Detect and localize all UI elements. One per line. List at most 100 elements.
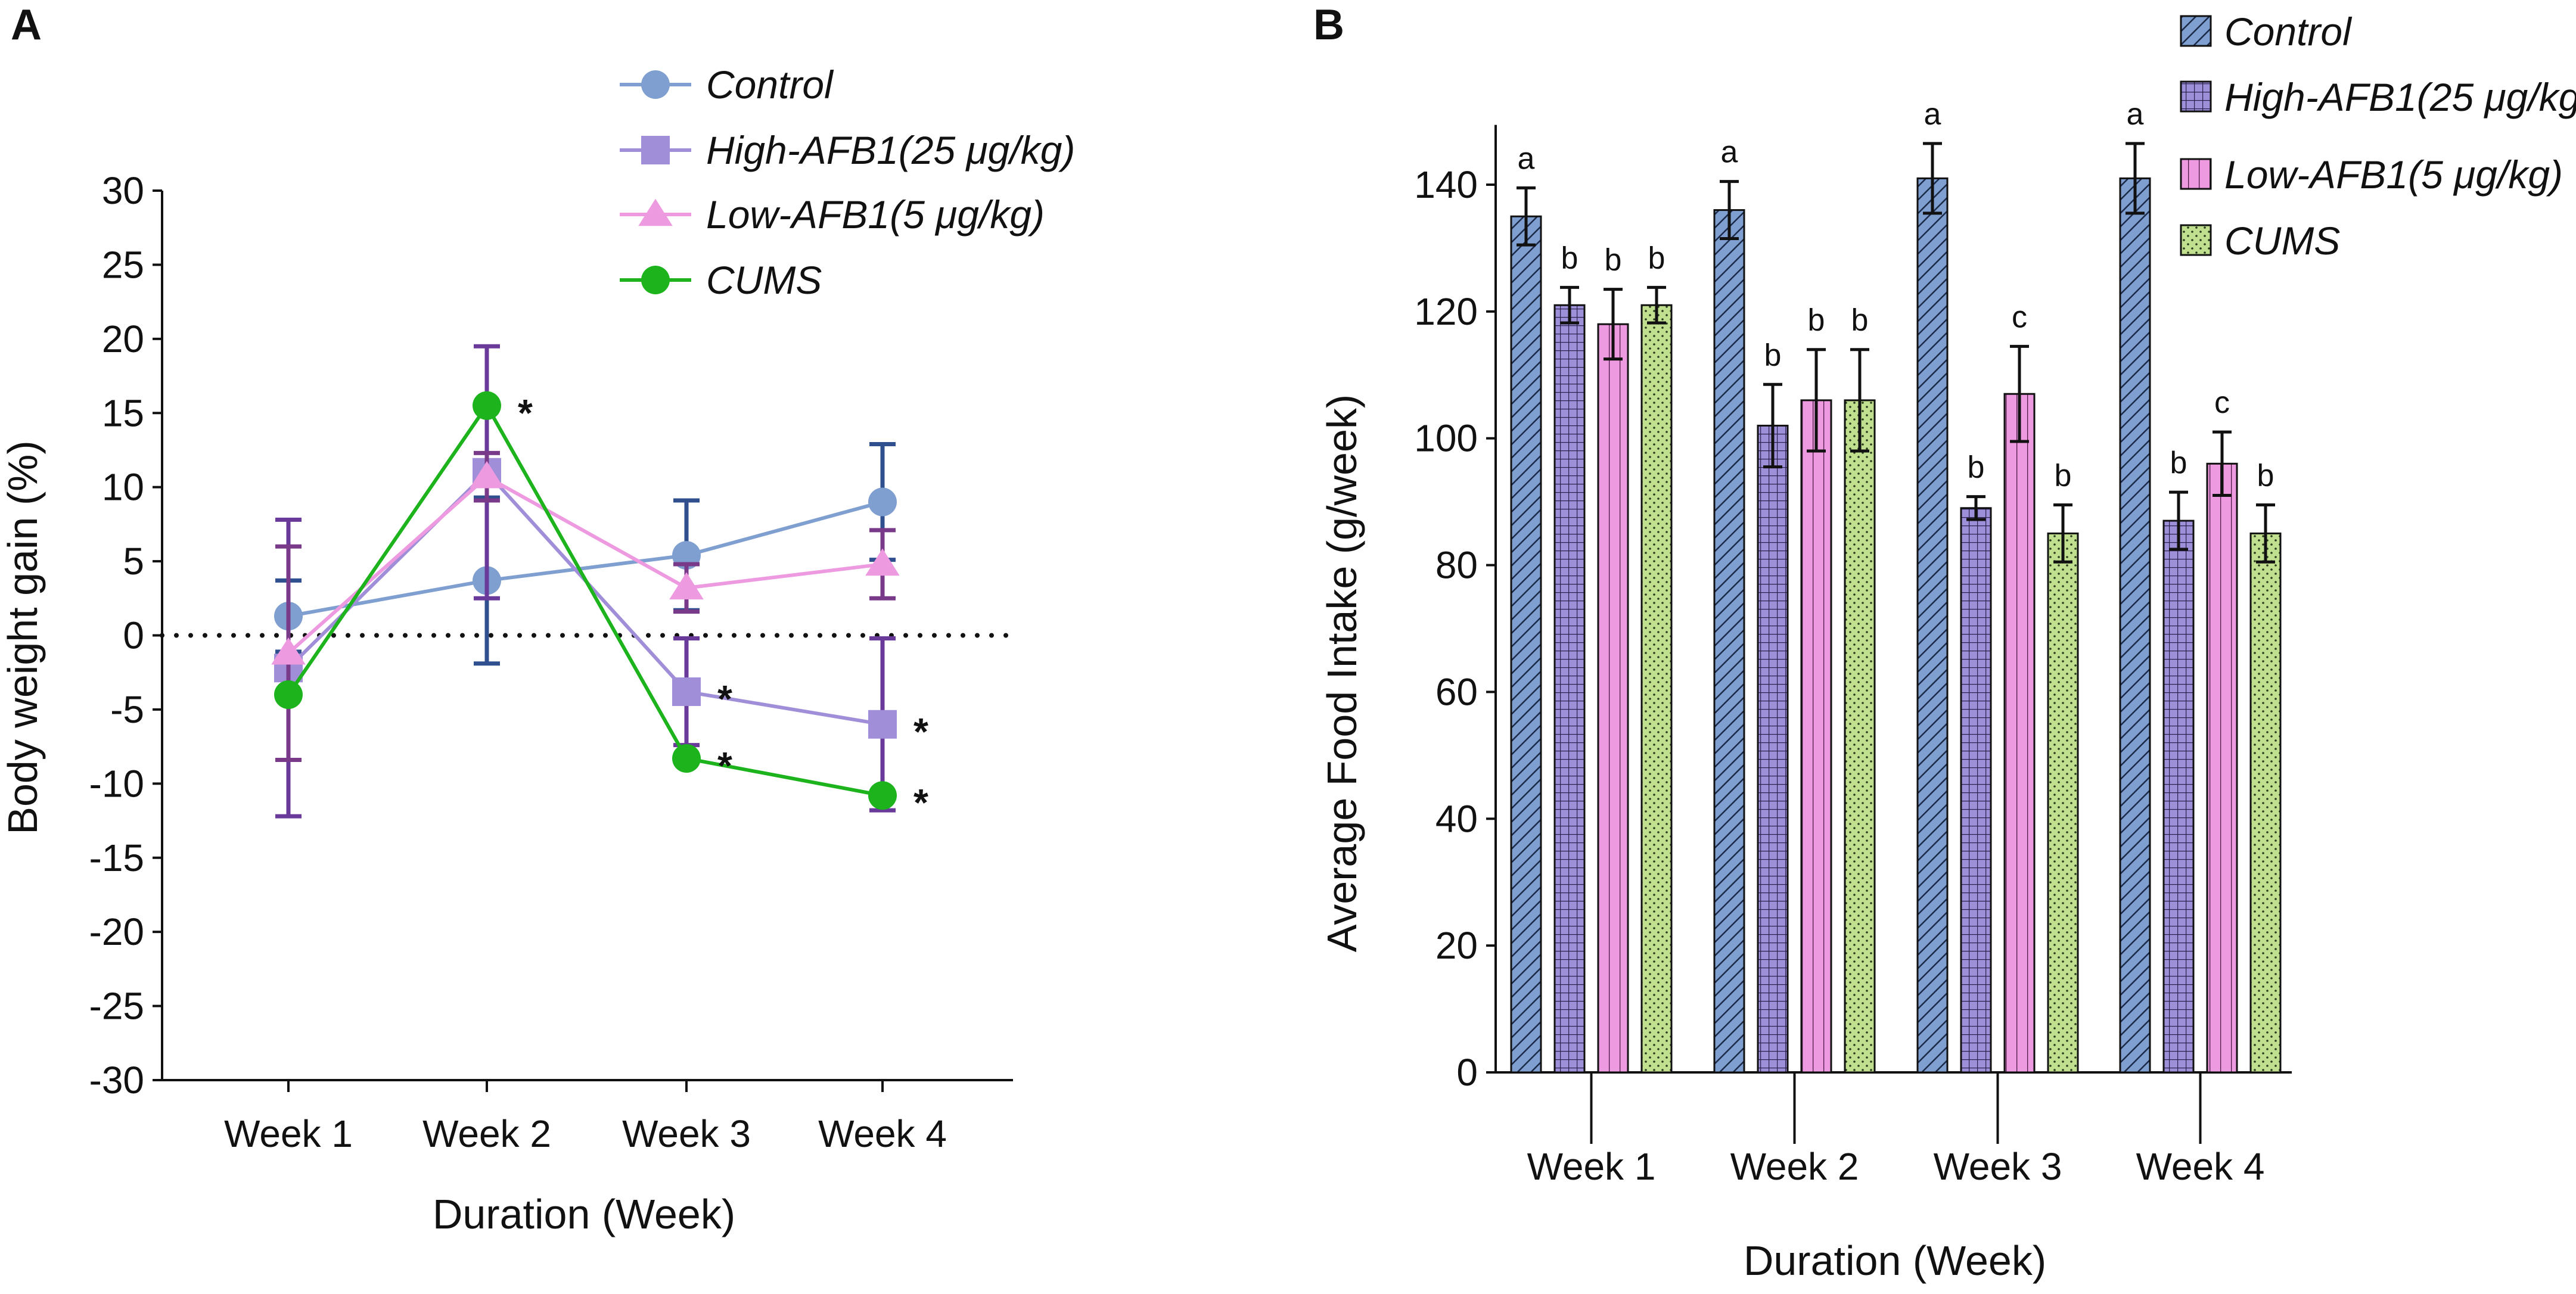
panel-b-bar-group-cums: b: [2047, 458, 2079, 1074]
panel-b-bar: [1960, 507, 1992, 1074]
panel-a-data-point: [271, 637, 306, 665]
panel-b-bar: [1844, 399, 1876, 1074]
panel-b-bar-group-cums: b: [2249, 458, 2282, 1074]
panel-a-significance-star: *: [913, 710, 928, 753]
panel-b-legend-label: CUMS: [2224, 219, 2340, 263]
panel-b-y-tick-label: 0: [1456, 1051, 1478, 1094]
panel-a-y-tick-label: 30: [102, 169, 144, 212]
panel-b-bar-group-control: a: [1510, 141, 1542, 1074]
panel-a-x-tick-label: Week 1: [224, 1112, 353, 1155]
panel-b-x-tick-label: Week 2: [1730, 1145, 1859, 1188]
panel-a-significance-star: *: [717, 744, 732, 787]
panel-b-x-tick-label: Week 3: [1934, 1145, 2062, 1188]
panel-b-significance-letter: b: [2170, 446, 2187, 480]
panel-b-bar: [2206, 462, 2238, 1074]
panel-a-legend-marker: [638, 198, 673, 226]
panel-a-label: A: [11, 1, 42, 49]
panel-a-line-low-afb1-5-g-kg: [287, 474, 883, 655]
panel-b-significance-letter: a: [1721, 135, 1738, 170]
panel-a-line-chart: 30 25 20 15 10 5 0 -5 -10 -15 -20 -25 -30 Week 1 Week …: [0, 63, 1075, 1237]
panel-a-y-tick-label: -15: [89, 836, 145, 879]
panel-a-y-tick-label: -10: [89, 762, 145, 805]
panel-b-significance-letter: b: [2055, 458, 2072, 493]
panel-b-bar-group-high-afb1-25-g-kg: b: [1553, 241, 1586, 1074]
panel-b-bar-group-high-afb1-25-g-kg: b: [1757, 338, 1789, 1074]
panel-a-y-tick-label: -30: [89, 1059, 145, 1102]
panel-a-legend-label: CUMS: [706, 258, 822, 302]
panel-b-bar-group-low-afb1-5-g-kg: b: [1800, 303, 1832, 1074]
panel-b-bar-group-high-afb1-25-g-kg: b: [2162, 446, 2195, 1074]
panel-a-y-tick-label: 0: [123, 614, 144, 657]
panel-b-label: B: [1313, 1, 1344, 49]
panel-b-bar-group-cums: b: [1640, 241, 1673, 1074]
panel-a-y-tick-label: -5: [110, 688, 144, 731]
panel-a-data-point: [470, 461, 504, 489]
panel-b-legend-item-low-afb1-5-g-kg: Low-AFB1(5 μg/kg): [2180, 153, 2563, 197]
panel-b-bar: [1553, 304, 1586, 1074]
panel-a-y-tick-label: 15: [102, 391, 144, 434]
panel-a-x-axis-title: Duration (Week): [433, 1191, 735, 1237]
panel-b-significance-letter: b: [1808, 303, 1825, 338]
panel-b-bar-group-control: a: [2119, 97, 2151, 1074]
panel-b-bar-group-low-afb1-5-g-kg: b: [1597, 243, 1629, 1074]
panel-b-significance-letter: b: [1764, 338, 1782, 372]
panel-b-significance-letter: b: [1851, 303, 1869, 338]
panel-a-y-axis-title: Body weight gain (%): [0, 440, 46, 834]
panel-a-data-point: [274, 680, 303, 710]
panel-a-legend-marker: [641, 266, 670, 294]
panel-b-x-axis-title: Duration (Week): [1744, 1237, 2046, 1284]
panel-a-legend-marker: [641, 136, 670, 164]
panel-a-y-tick-label: -25: [89, 985, 145, 1028]
panel-b-bar-group-control: a: [1916, 97, 1949, 1074]
panel-b-bar: [2249, 532, 2282, 1074]
panel-b-legend-label: High-AFB1(25 μg/kg): [2224, 75, 2576, 119]
panel-b-significance-letter: c: [2012, 300, 2027, 334]
panel-b-significance-letter: b: [1648, 241, 1665, 275]
panel-a-y-tick-label: 20: [102, 318, 144, 360]
panel-b-bar: [1713, 209, 1745, 1074]
panel-b-significance-letter: c: [2214, 385, 2230, 420]
panel-a-line-cums: [287, 402, 883, 798]
panel-b-bar-group-cums: b: [1844, 303, 1876, 1074]
panel-b-legend-label: Low-AFB1(5 μg/kg): [2224, 153, 2563, 197]
panel-b-bar-chart: 0 20 40 60 80 100 120 140 Week 1 Week 2 Week 3 Week…: [1319, 10, 2576, 1284]
panel-a-data-point: [865, 548, 900, 576]
panel-b-significance-letter: b: [1968, 450, 1985, 485]
panel-b-x-tick-label: Week 1: [1527, 1145, 1656, 1188]
panel-b-y-tick-label: 100: [1414, 417, 1478, 460]
panel-b-y-tick-label: 20: [1435, 924, 1478, 967]
panel-b-legend: Control High-AFB1(25 μg/kg) Low-AFB1(5 μg/…: [2180, 10, 2576, 263]
panel-a-y-tick-label: 10: [102, 466, 144, 509]
panel-a-data-point: [473, 391, 501, 420]
panel-a-series: *****: [271, 344, 928, 824]
panel-b-bar: [1510, 215, 1542, 1074]
panel-a-legend-label: Control: [706, 63, 834, 107]
panel-b-y-tick-label: 120: [1414, 290, 1478, 333]
panel-b-legend-swatch: [2180, 80, 2212, 113]
panel-a-data-point: [669, 572, 704, 600]
panel-a-x-tick-label: Week 3: [622, 1112, 751, 1155]
panel-b-y-tick-label: 40: [1435, 797, 1478, 840]
panel-b-bar: [1757, 424, 1789, 1074]
panel-a-y-tick-label: -20: [89, 910, 145, 953]
panel-b-significance-letter: b: [1561, 241, 1578, 275]
panel-b-bar-group-low-afb1-5-g-kg: c: [2206, 385, 2238, 1074]
panel-b-y-tick-label: 80: [1435, 544, 1478, 587]
panel-b-bar-group-control: a: [1713, 135, 1745, 1074]
panel-b-legend-swatch: [2180, 15, 2212, 47]
panel-b-legend-swatch: [2180, 158, 2212, 190]
panel-b-axes: 0 20 40 60 80 100 120 140 Week 1 Week 2 Week 3 Week…: [1414, 125, 2292, 1188]
panel-a-legend-marker: [641, 70, 670, 99]
panel-b-legend-item-cums: CUMS: [2180, 219, 2340, 263]
panel-a-x-tick-label: Week 4: [818, 1112, 947, 1155]
panel-b-y-axis-title: Average Food Intake (g/week): [1319, 394, 1365, 952]
panel-a-x-tick-label: Week 2: [422, 1112, 551, 1155]
panel-b-bar-group-low-afb1-5-g-kg: c: [2003, 300, 2036, 1074]
panel-a-series-control: [274, 442, 897, 666]
panel-a-data-point: [672, 744, 701, 773]
panel-b-significance-letter: b: [2257, 458, 2274, 493]
panel-a-legend-item-high-afb1-25-g-kg: High-AFB1(25 μg/kg): [620, 128, 1075, 172]
panel-a-y-tick-label: 25: [102, 243, 144, 286]
panel-b-bar: [2003, 393, 2036, 1074]
